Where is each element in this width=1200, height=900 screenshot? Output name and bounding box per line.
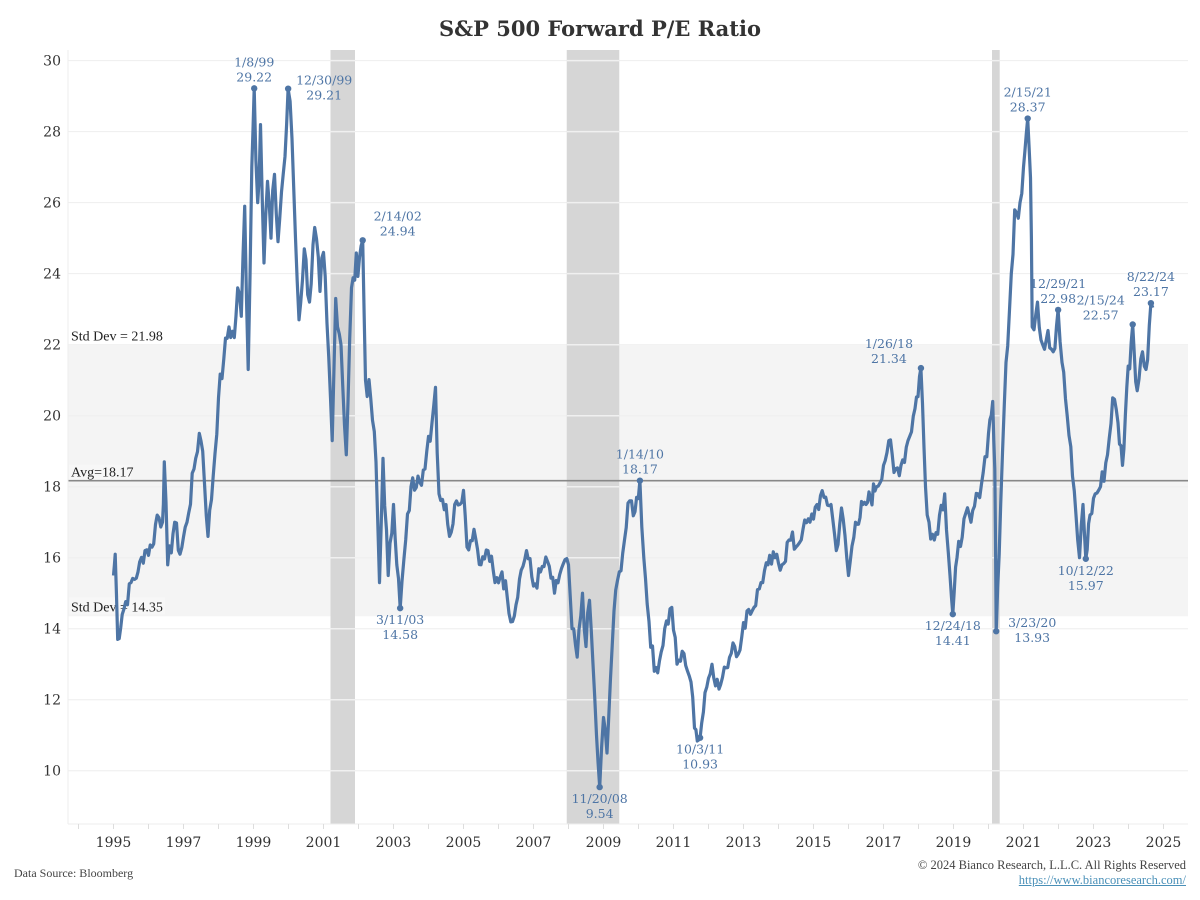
annotation-date: 1/26/18 — [865, 336, 913, 351]
annotation-date: 1/14/10 — [616, 447, 664, 462]
recession-shading — [566, 50, 620, 824]
annotation-date: 3/23/20 — [1008, 615, 1056, 630]
annotation-date: 1/8/99 — [234, 54, 274, 69]
series-layer — [111, 86, 1155, 789]
annotation-value: 29.22 — [236, 69, 272, 84]
annotation-value: 14.58 — [382, 627, 418, 642]
annotation-point — [1147, 299, 1155, 307]
y-tick-label: 12 — [43, 693, 61, 709]
annotation-value: 13.93 — [1014, 630, 1050, 645]
annotation-value: 21.34 — [871, 351, 907, 366]
x-tick-label: 2013 — [726, 835, 762, 851]
annotation-value: 18.17 — [622, 462, 658, 477]
annotation-point — [917, 364, 925, 372]
annotation-point — [251, 85, 258, 92]
annotation-date: 2/14/02 — [374, 208, 422, 223]
annotation-date: 12/30/99 — [296, 73, 352, 88]
recession-shading — [992, 50, 1000, 824]
annotation-value: 15.97 — [1068, 578, 1104, 593]
annotation-date: 12/24/18 — [925, 618, 981, 633]
annotation-point — [1129, 321, 1136, 328]
annotation-point — [1024, 115, 1031, 122]
annotation-value: 29.21 — [306, 88, 342, 103]
annotation-value: 14.41 — [935, 633, 971, 648]
annotation-point — [359, 237, 366, 244]
copyright-notice: © 2024 Bianco Research, L.L.C. All Right… — [917, 858, 1186, 872]
annotation-point — [636, 477, 644, 484]
y-tick-label: 14 — [43, 622, 61, 638]
y-tick-label: 10 — [43, 764, 61, 780]
annotation-point — [284, 85, 292, 92]
std-dev-upper-label: Std Dev = 21.98 — [71, 329, 163, 344]
annotation-value: 22.57 — [1083, 307, 1119, 322]
x-tick-label: 2009 — [586, 835, 622, 851]
pe-ratio-line — [111, 86, 1155, 789]
y-tick-label: 20 — [43, 409, 61, 425]
x-tick-label: 1995 — [96, 835, 132, 851]
axes-layer: 10 12 14 16 18 20 22 24 26 28 30 1995 1997 1999 2001 20… — [43, 50, 1188, 851]
annotation-value: 24.94 — [380, 223, 416, 238]
y-tick-label: 24 — [43, 267, 61, 283]
x-tick-label: 2007 — [516, 835, 552, 851]
annotation-date: 10/3/11 — [676, 742, 724, 757]
x-tick-label: 2023 — [1076, 835, 1112, 851]
y-tick-label: 22 — [43, 338, 61, 354]
annotation-point — [696, 734, 704, 741]
average-label-bg — [69, 464, 131, 480]
x-tick-label: 2019 — [936, 835, 972, 851]
data-source-note: Data Source: Bloomberg — [14, 866, 134, 880]
annotation-point — [1082, 555, 1090, 562]
y-tick-label: 26 — [43, 196, 61, 212]
x-tick-label: 1997 — [166, 835, 202, 851]
y-tick-label: 30 — [43, 54, 61, 70]
annotation-date: 2/15/24 — [1077, 292, 1125, 307]
y-tick-label: 18 — [43, 480, 61, 496]
website-link[interactable]: https://www.biancoresearch.com/ — [1018, 873, 1186, 887]
x-tick-label: 2021 — [1006, 835, 1042, 851]
annotation-value: 28.37 — [1010, 100, 1046, 115]
x-tick-label: 2017 — [866, 835, 902, 851]
annotation-value: 10.93 — [682, 757, 718, 772]
annotation-value: 23.17 — [1133, 284, 1169, 299]
annotation-point — [396, 604, 404, 612]
y-tick-label: 28 — [43, 125, 61, 141]
annotation-point — [993, 628, 1000, 635]
annotation-date: 11/20/08 — [572, 791, 628, 806]
x-tick-label: 1999 — [236, 835, 272, 851]
annotation-point — [1054, 306, 1062, 314]
x-tick-label: 2011 — [656, 835, 692, 851]
annotation-date: 3/11/03 — [376, 612, 424, 627]
gridlines-layer — [68, 60, 1188, 772]
x-tick-label: 2003 — [376, 835, 412, 851]
x-tick-label: 2025 — [1146, 835, 1182, 851]
annotation-point — [949, 610, 956, 618]
y-tick-label: 16 — [43, 551, 61, 567]
annotation-date: 8/22/24 — [1127, 269, 1175, 284]
x-tick-label: 2015 — [796, 835, 832, 851]
annotation-date: 10/12/22 — [1058, 563, 1114, 578]
x-tick-label: 2005 — [446, 835, 482, 851]
annotation-date: 12/29/21 — [1030, 276, 1086, 291]
annotation-point — [596, 783, 603, 791]
x-tick-label: 2001 — [306, 835, 342, 851]
average-label: Avg=18.17 — [71, 466, 133, 481]
recession-shading — [330, 50, 355, 824]
annotation-value: 9.54 — [586, 806, 614, 821]
annotation-date: 2/15/21 — [1004, 85, 1052, 100]
chart-title: S&P 500 Forward P/E Ratio — [439, 16, 761, 41]
annotation-value: 22.98 — [1040, 291, 1076, 306]
